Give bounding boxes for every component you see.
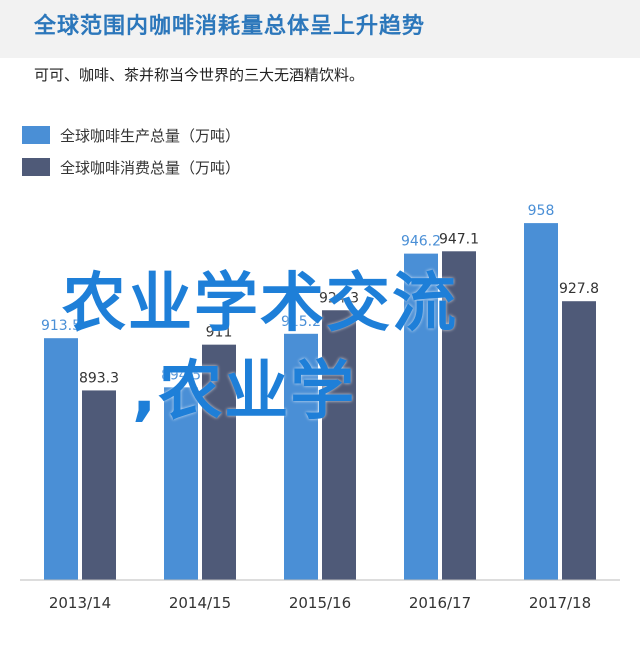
data-label-production-2: 915.2 xyxy=(281,314,321,330)
x-tick-label-3: 2016/17 xyxy=(409,594,471,612)
data-label-production-1: 894.5 xyxy=(161,367,201,383)
data-label-consumption-4: 927.8 xyxy=(559,281,599,297)
x-tick-label-1: 2014/15 xyxy=(169,594,231,612)
x-tick-label-4: 2017/18 xyxy=(529,594,591,612)
overlay-text-line1: 农业学术交流 xyxy=(62,267,458,341)
bar-production-0 xyxy=(44,338,78,580)
data-label-consumption-0: 893.3 xyxy=(79,370,119,386)
chart-title: 全球范围内咖啡消耗量总体呈上升趋势 xyxy=(34,14,426,39)
data-label-production-4: 958 xyxy=(528,203,555,219)
legend-swatch-production xyxy=(22,126,50,144)
bar-consumption-4 xyxy=(562,301,596,580)
bar-production-3 xyxy=(404,253,438,580)
bar-consumption-2 xyxy=(322,310,356,580)
chart-subtitle: 可可、咖啡、茶并称当今世界的三大无酒精饮料。 xyxy=(34,66,365,84)
overlay-text-line2: ,农业学 xyxy=(132,355,357,429)
data-label-production-0: 913.5 xyxy=(41,318,81,334)
data-label-consumption-2: 924.3 xyxy=(319,290,359,306)
legend-swatch-consumption xyxy=(22,158,50,176)
x-tick-label-2: 2015/16 xyxy=(289,594,351,612)
x-tick-label-0: 2013/14 xyxy=(49,594,111,612)
bar-consumption-0 xyxy=(82,390,116,580)
bar-consumption-1 xyxy=(202,344,236,580)
legend-label-production: 全球咖啡生产总量（万吨） xyxy=(60,126,241,145)
legend-label-consumption: 全球咖啡消费总量（万吨） xyxy=(60,158,241,177)
data-label-production-3: 946.2 xyxy=(401,234,441,250)
legend-item-production: 全球咖啡生产总量（万吨） xyxy=(22,120,240,150)
legend: 全球咖啡生产总量（万吨） 全球咖啡消费总量（万吨） xyxy=(22,120,240,184)
data-label-consumption-3: 947.1 xyxy=(439,231,479,247)
bar-production-1 xyxy=(164,387,198,580)
bar-production-4 xyxy=(524,223,558,580)
title-banner: 全球范围内咖啡消耗量总体呈上升趋势 xyxy=(0,0,640,58)
bar-consumption-3 xyxy=(442,251,476,581)
data-label-consumption-1: 911 xyxy=(206,325,233,341)
bar-production-2 xyxy=(284,333,318,580)
legend-item-consumption: 全球咖啡消费总量（万吨） xyxy=(22,152,240,182)
